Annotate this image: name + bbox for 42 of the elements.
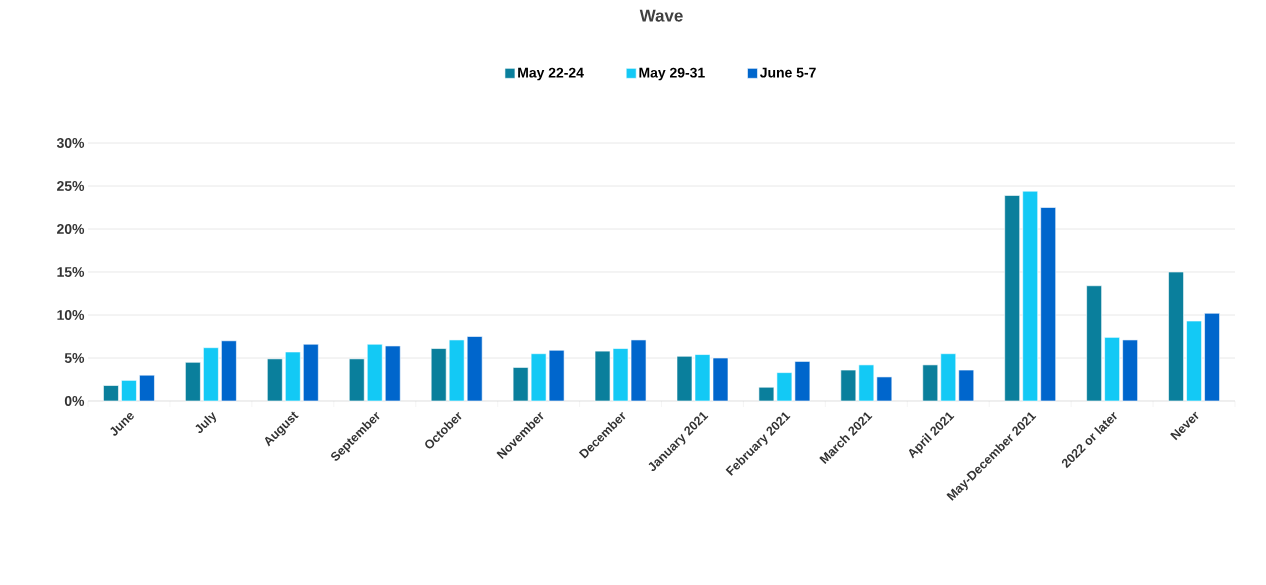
- y-tick-label: 25%: [57, 181, 85, 191]
- bar: [121, 380, 137, 402]
- bar: [958, 369, 975, 402]
- bar: [1040, 207, 1056, 402]
- bar: [940, 353, 957, 402]
- y-tick-label: 15%: [57, 267, 85, 277]
- bar: [203, 347, 219, 402]
- y-tick-label: 5%: [64, 353, 85, 363]
- bar: [466, 336, 483, 402]
- bar: [1168, 271, 1184, 402]
- legend-label: May 22-24: [518, 67, 584, 81]
- bar: [922, 364, 939, 402]
- bar: [366, 343, 383, 402]
- bar: [1022, 190, 1038, 402]
- bar: [1204, 312, 1220, 402]
- bar: [1004, 195, 1020, 402]
- bar: [285, 351, 301, 402]
- bar: [876, 376, 893, 402]
- bar: [267, 358, 283, 402]
- bar: [185, 362, 201, 402]
- bar: [840, 369, 857, 402]
- bar: [1186, 320, 1202, 402]
- legend-title: Wave: [639, 9, 683, 22]
- bar: [103, 385, 119, 402]
- y-tick-label: 10%: [57, 310, 85, 320]
- bar: [1104, 337, 1120, 402]
- bar: [384, 345, 401, 402]
- y-tick-label: 20%: [57, 224, 85, 234]
- y-tick-label: 30%: [56, 138, 85, 148]
- bar: [139, 374, 155, 402]
- bar: [221, 340, 237, 402]
- x-tick-label: July: [195, 412, 217, 434]
- bar: [858, 364, 875, 402]
- y-tick-label: 0%: [64, 396, 85, 406]
- bar: [348, 358, 365, 402]
- bar: [1122, 339, 1138, 402]
- legend-label: June 5-7: [760, 67, 816, 78]
- bar: [303, 343, 319, 402]
- bar: [1086, 285, 1102, 402]
- bar: [448, 339, 465, 402]
- bar: [430, 348, 447, 402]
- legend-label: May 29-31: [639, 67, 705, 81]
